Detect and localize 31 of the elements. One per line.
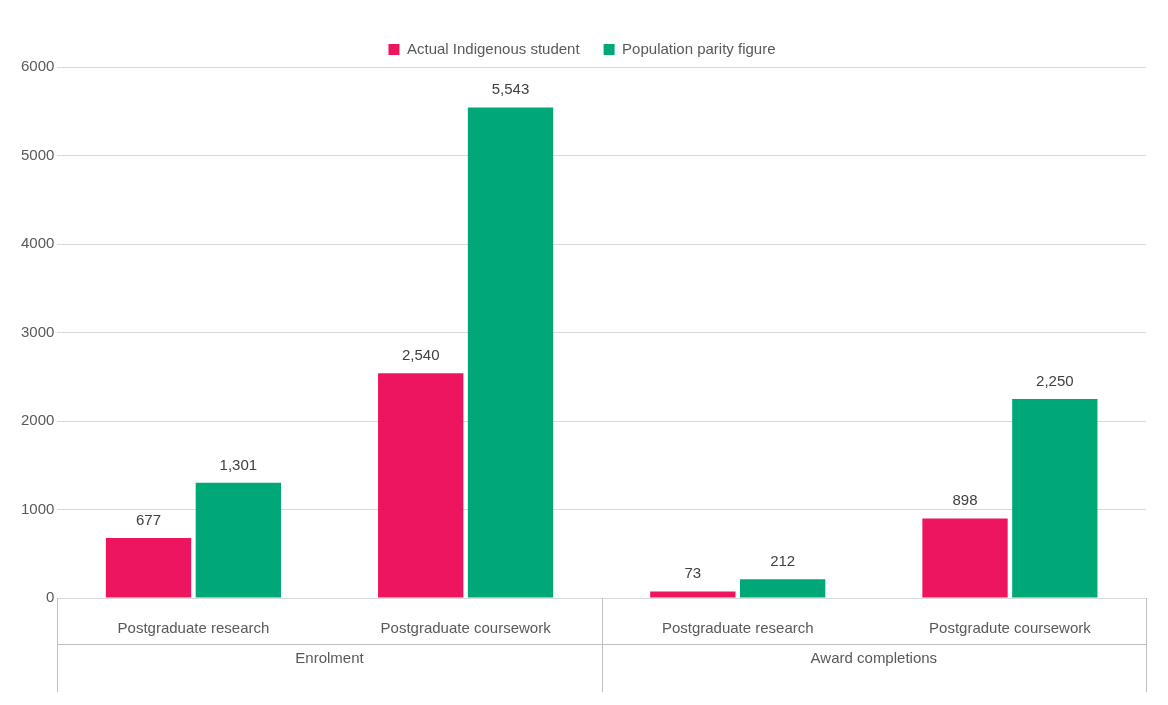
bar [922, 518, 1008, 598]
bar [467, 107, 554, 598]
data-label: 212 [770, 551, 796, 569]
y-tick-label: 6000 [20, 57, 55, 75]
legend-label: Actual Indigenous student [406, 39, 581, 57]
y-tick-label: 5000 [20, 145, 55, 163]
y-tick-label: 4000 [20, 234, 55, 252]
data-label: 677 [136, 510, 162, 528]
data-label: 1,301 [219, 455, 258, 473]
bar [650, 591, 736, 598]
x-tick-label: Postgraduate coursework [380, 619, 552, 637]
data-label: 2,540 [401, 345, 440, 363]
data-label: 2,250 [1036, 371, 1074, 389]
x-tick-label: Postgraduate research [661, 619, 814, 637]
y-tick-label: 1000 [20, 499, 55, 517]
data-label: 898 [952, 491, 978, 509]
y-tick-label: 0 [46, 588, 55, 606]
y-tick-label: 3000 [20, 322, 55, 340]
text: Enrolment [295, 649, 365, 667]
bar [105, 538, 192, 598]
legend-label: Population parity figure [622, 39, 776, 57]
data-label: 5,543 [491, 80, 530, 98]
bar [740, 579, 826, 598]
x-tick-label: Postgradute coursework [929, 619, 1092, 637]
bar [1012, 398, 1098, 598]
y-tick-label: 2000 [20, 411, 55, 429]
data-label: 73 [684, 564, 702, 582]
bar [378, 373, 464, 598]
text: Award completions [810, 649, 938, 667]
bar [195, 482, 282, 598]
x-tick-label: Postgraduate research [117, 619, 270, 637]
